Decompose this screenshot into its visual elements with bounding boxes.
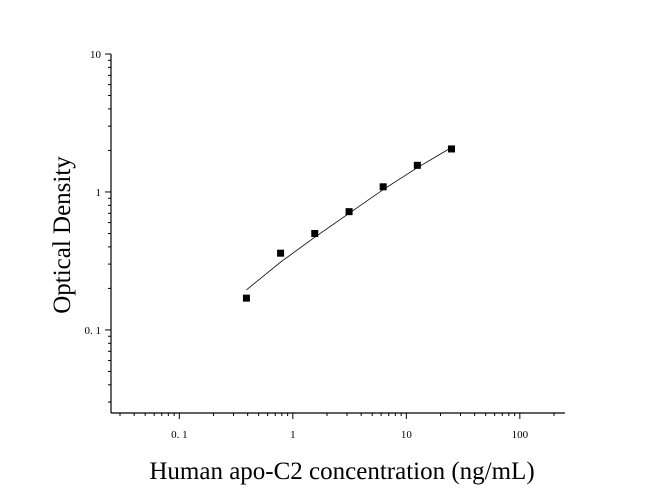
y-axis-label: Optical Density [49,156,76,314]
x-tick-label: 0. 1 [171,429,188,441]
data-point [413,161,421,169]
data-point [345,208,353,216]
fit-curve-group [246,147,452,291]
data-points [242,145,455,302]
y-tick-label: 0. 1 [85,325,102,337]
x-axis-ticks: 0. 1 1 10 100 [119,413,555,441]
axes [110,54,565,414]
x-tick-label: 100 [512,429,529,441]
data-point [242,294,250,302]
y-axis-ticks: 0. 1 1 10 [85,49,111,403]
x-tick-label: 1 [290,429,296,441]
data-point [448,145,455,153]
x-tick-label: 10 [401,429,413,441]
fit-curve [246,147,452,291]
data-point [311,230,319,237]
x-axis-label: Human apo-C2 concentration (ng/mL) [149,458,534,485]
data-point [379,183,387,191]
y-tick-label: 10 [90,49,102,61]
y-tick-label: 1 [96,187,102,199]
data-point [277,249,285,257]
